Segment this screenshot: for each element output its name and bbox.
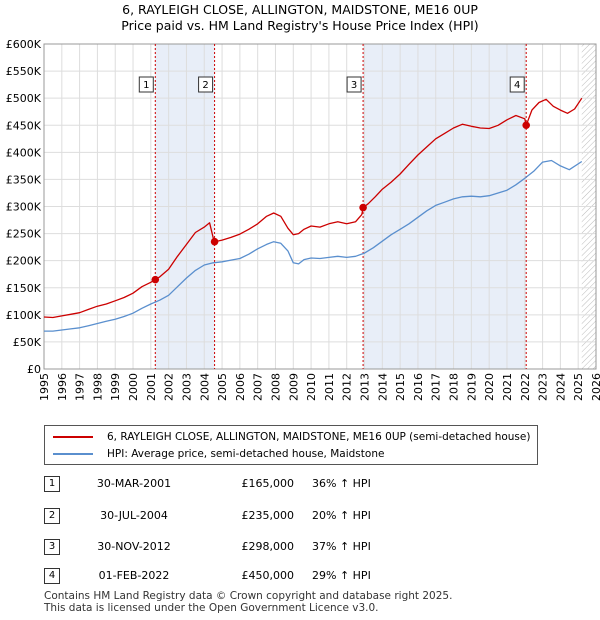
sale-label-3: 3 bbox=[351, 80, 357, 91]
x-tick-label: 2007 bbox=[252, 373, 265, 401]
sale-row-1: 1 30-MAR-2001 £165,000 36% ↑ HPI bbox=[42, 474, 562, 494]
y-tick-label: £300K bbox=[6, 201, 42, 214]
x-tick-label: 2001 bbox=[145, 373, 158, 401]
x-tick-label: 2018 bbox=[448, 373, 461, 401]
x-tick-label: 2002 bbox=[163, 373, 176, 401]
legend-label-hpi: HPI: Average price, semi-detached house,… bbox=[107, 448, 385, 460]
y-tick-label: £400K bbox=[6, 146, 42, 159]
title-line-2: Price paid vs. HM Land Registry's House … bbox=[121, 18, 479, 33]
y-tick-label: £250K bbox=[6, 228, 42, 241]
sale-point-2 bbox=[210, 237, 219, 246]
sale-row-2: 2 30-JUL-2004 £235,000 20% ↑ HPI bbox=[42, 506, 562, 526]
x-tick-label: 1998 bbox=[91, 373, 104, 401]
x-tick-label: 1999 bbox=[109, 373, 122, 401]
sale-row-4: 4 01-FEB-2022 £450,000 29% ↑ HPI bbox=[42, 566, 562, 586]
legend-item-hpi: HPI: Average price, semi-detached house,… bbox=[53, 446, 384, 462]
x-tick-label: 2025 bbox=[572, 373, 585, 401]
y-tick-label: £100K bbox=[6, 309, 42, 322]
x-tick-label: 2016 bbox=[412, 373, 425, 401]
sale-marker-3: 3 bbox=[44, 539, 60, 555]
sale-date-4: 01-FEB-2022 bbox=[98, 569, 170, 582]
property-series-line bbox=[43, 97, 583, 319]
x-tick-label: 2005 bbox=[216, 373, 229, 401]
legend-swatch-hpi bbox=[53, 453, 93, 455]
legend-item-property: 6, RAYLEIGH CLOSE, ALLINGTON, MAIDSTONE,… bbox=[53, 429, 530, 445]
sale-date-2: 30-JUL-2004 bbox=[100, 509, 168, 522]
x-tick-label: 2003 bbox=[180, 373, 193, 401]
y-tick-label: £50K bbox=[13, 336, 42, 349]
sale-point-3 bbox=[359, 203, 367, 212]
x-tick-label: 2000 bbox=[127, 373, 140, 401]
footer-line-1: Contains HM Land Registry data © Crown c… bbox=[44, 590, 453, 602]
sale-point-1 bbox=[151, 275, 160, 284]
x-tick-label: 2019 bbox=[465, 373, 478, 401]
x-tick-label: 1997 bbox=[74, 373, 87, 401]
sale-price-4: £450,000 bbox=[241, 569, 295, 582]
sale-date-3: 30-NOV-2012 bbox=[97, 540, 171, 553]
sale-marker-1: 1 bbox=[44, 476, 60, 492]
legend-swatch-property bbox=[53, 436, 93, 438]
sale-hpi-4: 29% ↑ HPI bbox=[312, 569, 371, 582]
x-tick-label: 2006 bbox=[234, 373, 247, 401]
x-tick-label: 2023 bbox=[537, 373, 550, 401]
price-chart: £0 £50K £100K £150K £200K £250K £300K £350K £400… bbox=[6, 38, 600, 401]
sale-label-4: 4 bbox=[514, 80, 520, 91]
y-tick-label: £0 bbox=[27, 363, 41, 376]
hpi-series-line bbox=[44, 159, 583, 332]
x-tick-label: 2014 bbox=[376, 373, 389, 401]
y-tick-label: £600K bbox=[6, 38, 42, 51]
x-tick-label: 2011 bbox=[323, 373, 336, 401]
legend: 6, RAYLEIGH CLOSE, ALLINGTON, MAIDSTONE,… bbox=[44, 425, 538, 465]
x-tick-label: 2017 bbox=[430, 373, 443, 401]
sale-label-1: 1 bbox=[143, 80, 149, 91]
x-tick-label: 2024 bbox=[554, 373, 567, 401]
sale-label-box-2 bbox=[198, 76, 214, 93]
sale-label-box-3 bbox=[346, 76, 362, 93]
sale-label-2: 2 bbox=[202, 80, 208, 91]
sale-point-4 bbox=[522, 121, 530, 130]
x-tick-label: 2013 bbox=[359, 373, 372, 401]
y-tick-label: £550K bbox=[6, 65, 42, 78]
plot-border bbox=[43, 43, 597, 370]
sale-label-box-4 bbox=[509, 76, 525, 93]
sale-marker-2: 2 bbox=[44, 508, 60, 524]
sale-price-1: £165,000 bbox=[241, 477, 295, 490]
x-tick-label: 2026 bbox=[590, 373, 600, 401]
sale-hpi-2: 20% ↑ HPI bbox=[312, 509, 371, 522]
footer: Contains HM Land Registry data © Crown c… bbox=[44, 590, 452, 614]
y-tick-label: £450K bbox=[6, 119, 42, 132]
y-tick-label: £200K bbox=[6, 255, 42, 268]
x-tick-label: 2020 bbox=[483, 373, 496, 401]
chart-title: 6, RAYLEIGH CLOSE, ALLINGTON, MAIDSTONE,… bbox=[0, 2, 600, 34]
legend-label-property: 6, RAYLEIGH CLOSE, ALLINGTON, MAIDSTONE,… bbox=[107, 431, 531, 443]
sale-date-1: 30-MAR-2001 bbox=[96, 477, 172, 490]
sale-row-3: 3 30-NOV-2012 £298,000 37% ↑ HPI bbox=[42, 537, 562, 557]
x-tick-label: 2004 bbox=[198, 373, 211, 401]
x-tick-label: 2022 bbox=[519, 373, 532, 401]
x-tick-label: 2009 bbox=[287, 373, 300, 401]
sale-marker-4: 4 bbox=[44, 568, 60, 584]
sale-label-box-1 bbox=[138, 76, 154, 93]
x-tick-label: 2021 bbox=[501, 373, 514, 401]
y-tick-label: £350K bbox=[6, 173, 42, 186]
sale-price-2: £235,000 bbox=[241, 509, 295, 522]
x-tick-label: 2010 bbox=[305, 373, 318, 401]
x-tick-label: 2008 bbox=[269, 373, 282, 401]
sale-hpi-1: 36% ↑ HPI bbox=[312, 477, 371, 490]
sale-price-3: £298,000 bbox=[241, 540, 295, 553]
sale-hpi-3: 37% ↑ HPI bbox=[312, 540, 371, 553]
footer-line-2: This data is licensed under the Open Gov… bbox=[44, 602, 379, 614]
title-line-1: 6, RAYLEIGH CLOSE, ALLINGTON, MAIDSTONE,… bbox=[122, 2, 478, 17]
x-tick-label: 1995 bbox=[38, 373, 51, 401]
x-tick-label: 2015 bbox=[394, 373, 407, 401]
x-tick-label: 1996 bbox=[56, 373, 69, 401]
y-tick-label: £150K bbox=[6, 282, 42, 295]
x-tick-label: 2012 bbox=[341, 373, 354, 401]
y-tick-label: £500K bbox=[6, 92, 42, 105]
